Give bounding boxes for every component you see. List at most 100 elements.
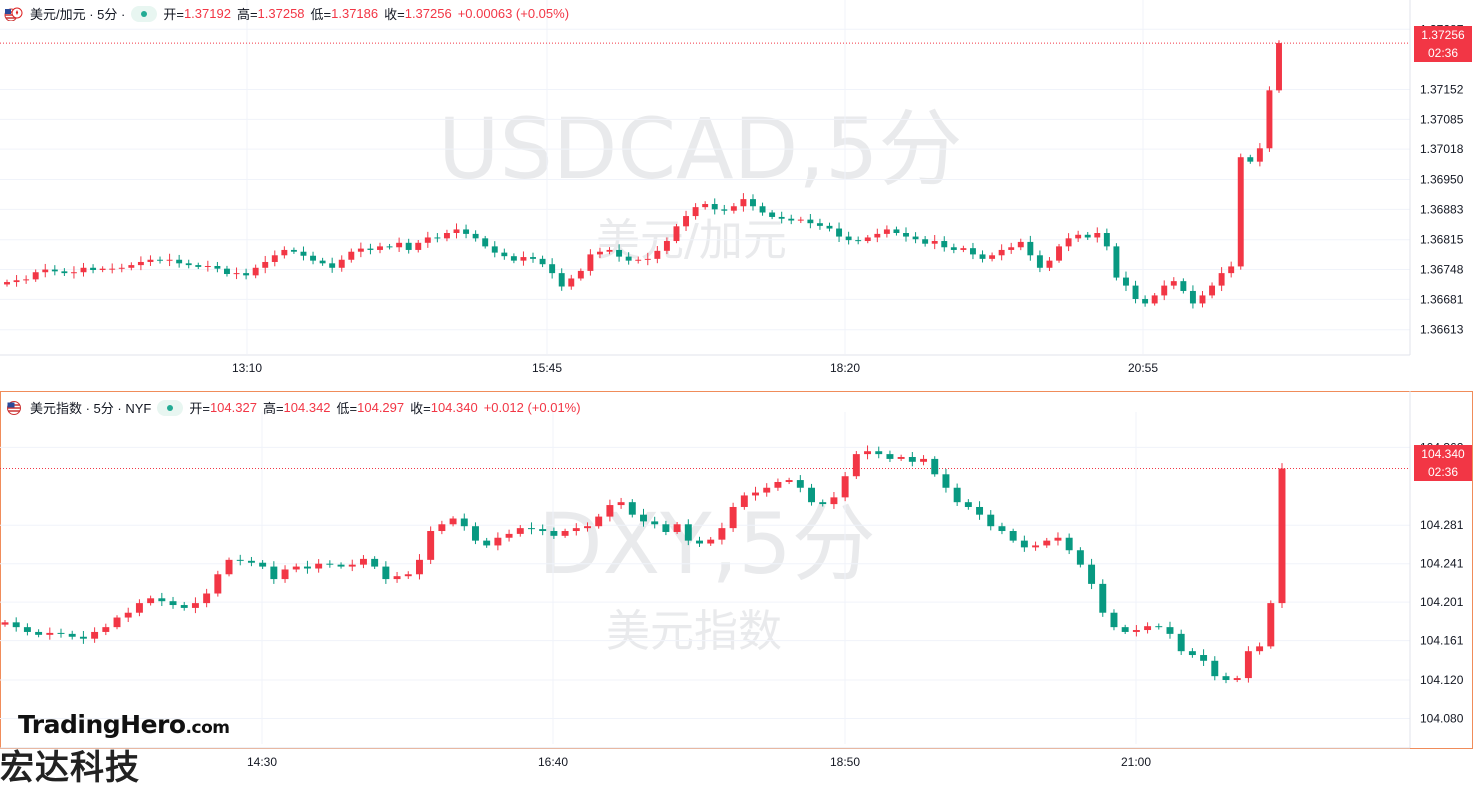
candle[interactable] (830, 491, 838, 509)
candle[interactable] (1209, 282, 1216, 299)
candle[interactable] (696, 536, 703, 547)
candle[interactable] (396, 237, 403, 252)
candle[interactable] (1113, 243, 1120, 281)
candle[interactable] (572, 523, 580, 536)
candle[interactable] (319, 257, 326, 266)
candle[interactable] (224, 265, 230, 277)
candle[interactable] (1211, 656, 1219, 681)
candle[interactable] (606, 247, 613, 255)
candle[interactable] (976, 501, 984, 520)
candle[interactable] (550, 527, 558, 539)
candle[interactable] (482, 235, 489, 249)
candle[interactable] (32, 269, 39, 282)
candle[interactable] (774, 478, 782, 491)
candle[interactable] (635, 256, 642, 264)
candle[interactable] (718, 522, 726, 545)
candle[interactable] (303, 560, 311, 574)
candle[interactable] (568, 274, 575, 290)
candle[interactable] (1180, 278, 1187, 294)
candle[interactable] (520, 251, 527, 266)
candle[interactable] (1144, 622, 1152, 634)
candle[interactable] (80, 262, 87, 277)
candle[interactable] (796, 475, 804, 493)
candle[interactable] (1266, 86, 1273, 152)
candle[interactable] (1088, 558, 1096, 590)
candle[interactable] (852, 451, 860, 479)
candle[interactable] (711, 198, 718, 215)
usdcad-candlestick-chart[interactable]: 1.372871.371521.370851.370181.369501.368… (0, 0, 1475, 386)
candle[interactable] (808, 483, 815, 506)
candle[interactable] (147, 595, 155, 606)
candle[interactable] (1222, 672, 1230, 684)
candle[interactable] (13, 275, 20, 287)
candle[interactable] (1103, 228, 1110, 251)
candle[interactable] (214, 570, 222, 597)
candle[interactable] (483, 537, 491, 548)
candle[interactable] (510, 253, 517, 264)
candle[interactable] (70, 266, 77, 279)
candle[interactable] (300, 246, 307, 261)
candle[interactable] (549, 258, 556, 279)
candle[interactable] (281, 246, 288, 259)
candle[interactable] (874, 228, 881, 243)
candle[interactable] (920, 455, 928, 466)
candle[interactable] (864, 445, 872, 460)
candle[interactable] (180, 601, 188, 611)
candle[interactable] (4, 279, 10, 287)
candle[interactable] (23, 275, 30, 284)
candle[interactable] (176, 254, 183, 268)
candle[interactable] (883, 225, 890, 238)
candle[interactable] (1267, 600, 1275, 649)
candle[interactable] (625, 252, 632, 265)
candle[interactable] (875, 446, 883, 459)
candle[interactable] (424, 231, 431, 248)
candle[interactable] (1177, 629, 1185, 655)
candle[interactable] (1043, 537, 1051, 548)
candle[interactable] (453, 223, 460, 239)
candle[interactable] (960, 245, 967, 253)
candle[interactable] (382, 561, 390, 584)
candle[interactable] (539, 255, 546, 268)
eye-icon[interactable] (131, 5, 158, 22)
candle[interactable] (386, 243, 393, 250)
candle[interactable] (203, 588, 211, 608)
candle[interactable] (1151, 293, 1158, 306)
candle[interactable] (692, 203, 699, 220)
candle[interactable] (113, 615, 121, 630)
candle[interactable] (315, 559, 323, 573)
candle[interactable] (204, 260, 211, 272)
candle[interactable] (826, 222, 833, 232)
candle[interactable] (348, 248, 355, 263)
candle[interactable] (259, 560, 267, 570)
candle[interactable] (91, 627, 99, 643)
candle[interactable] (1056, 243, 1062, 263)
candle[interactable] (371, 556, 379, 570)
candle[interactable] (310, 251, 317, 265)
candle[interactable] (415, 239, 422, 253)
candle[interactable] (1132, 625, 1140, 637)
candle[interactable] (912, 232, 919, 244)
candle[interactable] (740, 193, 747, 212)
candle[interactable] (797, 216, 804, 224)
candle[interactable] (501, 248, 508, 260)
candle[interactable] (516, 525, 524, 537)
candle[interactable] (243, 268, 250, 280)
candle[interactable] (617, 497, 625, 509)
candle[interactable] (785, 477, 793, 485)
candle[interactable] (654, 246, 661, 264)
candle[interactable] (673, 223, 680, 244)
candle[interactable] (778, 211, 785, 224)
candle[interactable] (166, 253, 173, 267)
candle[interactable] (1054, 532, 1062, 546)
candle[interactable] (281, 565, 289, 583)
candle[interactable] (702, 201, 709, 210)
candle[interactable] (595, 513, 603, 529)
candle[interactable] (1009, 528, 1017, 543)
candle[interactable] (1199, 291, 1206, 308)
candle[interactable] (855, 236, 862, 245)
candle[interactable] (415, 554, 423, 580)
candle[interactable] (1218, 267, 1225, 292)
candle[interactable] (673, 521, 681, 535)
candle[interactable] (807, 214, 814, 229)
candle[interactable] (1027, 235, 1034, 261)
